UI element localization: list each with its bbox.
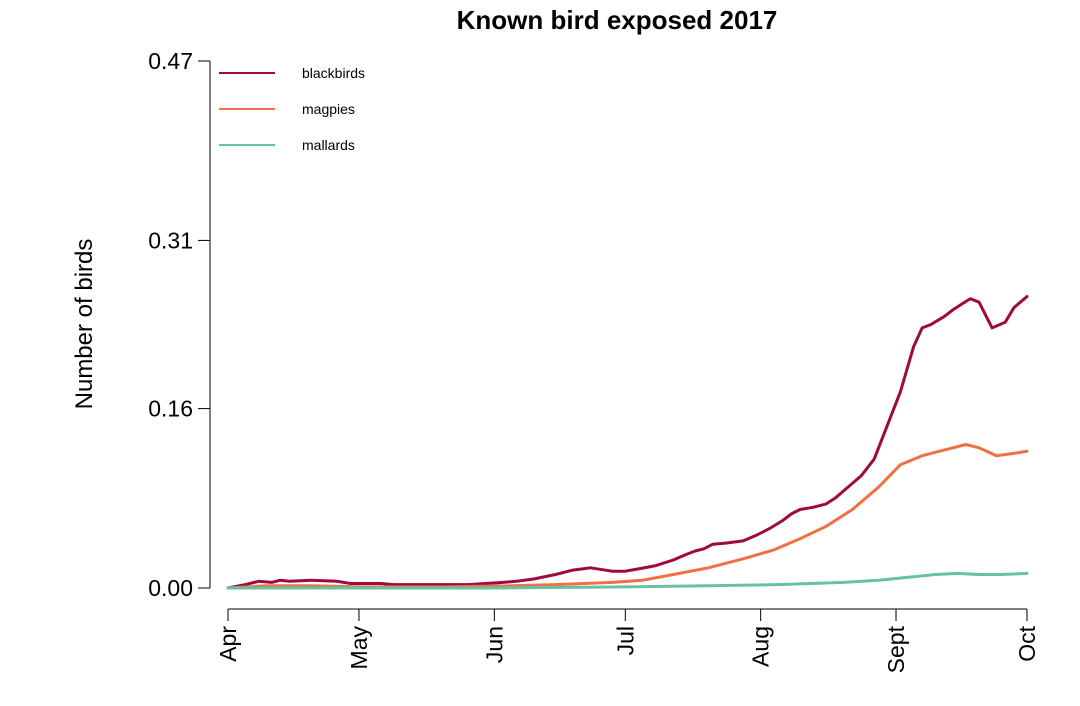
x-tick-label: Oct — [1014, 625, 1040, 661]
legend: blackbirds magpies mallards — [219, 65, 365, 153]
y-axis-label: Number of birds — [71, 239, 98, 410]
x-tick-label: Aug — [748, 626, 774, 667]
series-line-mallards — [226, 571, 1029, 590]
x-tick-label: Apr — [215, 626, 241, 662]
x-tick-label: Sept — [883, 625, 909, 673]
x-tick-label: Jun — [481, 626, 507, 663]
chart-title: Known bird exposed 2017 — [457, 5, 778, 35]
legend-label-mallards: mallards — [302, 137, 355, 153]
x-tick-label: Jul — [612, 626, 638, 655]
x-tick-label: May — [346, 626, 372, 670]
y-tick-label: 0.00 — [148, 575, 193, 601]
series-layer — [226, 295, 1029, 590]
legend-label-blackbirds: blackbirds — [302, 65, 365, 81]
y-tick-label: 0.47 — [148, 48, 193, 74]
series-line-blackbirds — [226, 295, 1029, 590]
y-tick-label: 0.16 — [148, 396, 193, 422]
y-axis: 0.00 0.16 0.31 0.47 — [148, 48, 211, 601]
series-line-magpies — [226, 443, 1029, 590]
legend-label-magpies: magpies — [302, 101, 355, 117]
y-tick-label: 0.31 — [148, 227, 193, 253]
x-axis: Apr May Jun Jul Aug Sept Oct — [215, 608, 1040, 673]
